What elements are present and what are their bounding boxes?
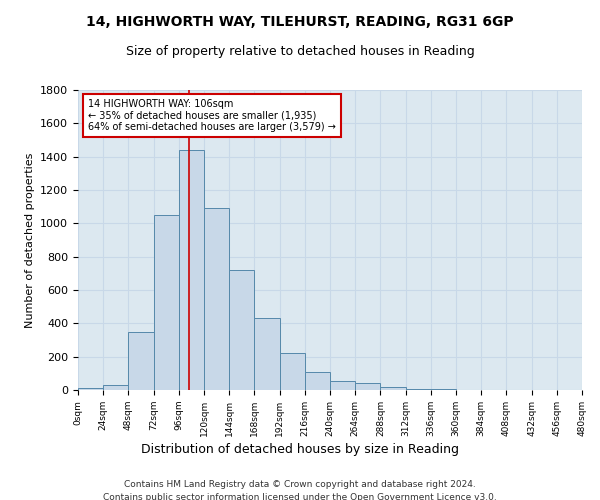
Bar [78,388,103,390]
Text: Contains public sector information licensed under the Open Government Licence v3: Contains public sector information licen… [103,492,497,500]
Bar [103,385,128,390]
Bar [280,354,305,390]
Bar [355,382,380,390]
Bar [154,215,179,390]
Text: Size of property relative to detached houses in Reading: Size of property relative to detached ho… [125,45,475,58]
Bar [204,208,229,390]
Bar [179,150,204,390]
Text: Distribution of detached houses by size in Reading: Distribution of detached houses by size … [141,442,459,456]
Bar [254,318,280,390]
Bar [305,372,330,390]
Bar [229,270,254,390]
Text: 14 HIGHWORTH WAY: 106sqm
← 35% of detached houses are smaller (1,935)
64% of sem: 14 HIGHWORTH WAY: 106sqm ← 35% of detach… [88,99,336,132]
Bar [330,381,355,390]
Text: Contains HM Land Registry data © Crown copyright and database right 2024.: Contains HM Land Registry data © Crown c… [124,480,476,489]
Text: 14, HIGHWORTH WAY, TILEHURST, READING, RG31 6GP: 14, HIGHWORTH WAY, TILEHURST, READING, R… [86,15,514,29]
Bar [128,332,154,390]
Bar [431,389,456,390]
Y-axis label: Number of detached properties: Number of detached properties [25,152,35,328]
Bar [380,386,406,390]
Bar [406,389,431,390]
